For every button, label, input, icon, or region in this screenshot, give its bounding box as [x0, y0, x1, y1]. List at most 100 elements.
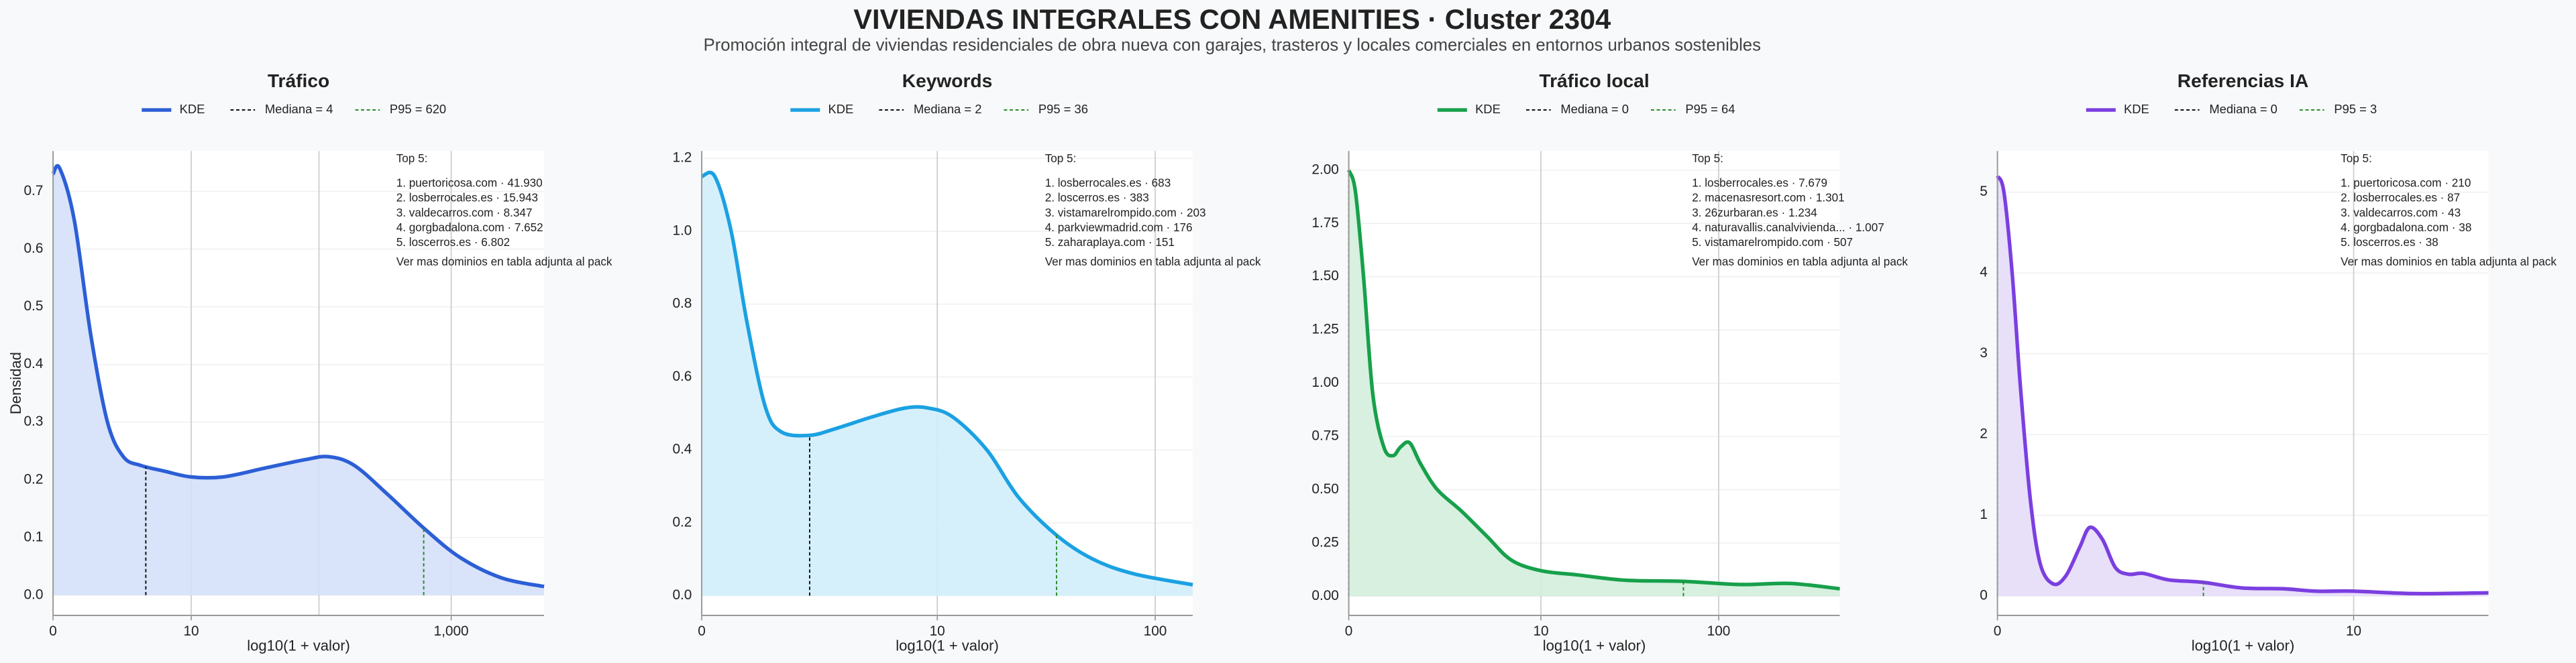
x-tick-label: 100 — [1707, 623, 1731, 639]
annotation-footer: Ver mas dominios en tabla adjunta al pac… — [1045, 255, 1261, 268]
x-tick-label: 10 — [2346, 623, 2361, 639]
legend-label: P95 = 620 — [390, 102, 446, 116]
legend-label: P95 = 3 — [2334, 102, 2377, 116]
annotation-item: 2. loscerros.es · 383 — [1045, 191, 1149, 204]
annotation-header: Top 5: — [1692, 152, 1723, 165]
y-tick-label: 0.4 — [672, 442, 692, 457]
legend-label: KDE — [1475, 102, 1501, 116]
annotation-item: 3. vistamarelrompido.com · 203 — [1045, 206, 1206, 219]
x-tick-label: 0 — [1994, 623, 2002, 639]
y-tick-label: 0.6 — [672, 369, 692, 384]
annotation-header: Top 5: — [2341, 152, 2372, 165]
legend-label: Mediana = 4 — [265, 102, 333, 116]
annotation-item: 2. losberrocales.es · 87 — [2341, 191, 2460, 204]
y-tick-label: 1.00 — [1311, 375, 1338, 390]
x-tick-label: 1,000 — [434, 623, 469, 639]
annotation-footer: Ver mas dominios en tabla adjunta al pac… — [1692, 255, 1908, 268]
y-tick-label: 0.8 — [672, 296, 692, 311]
y-tick-label: 0.1 — [23, 529, 43, 544]
kde-line — [701, 170, 1193, 587]
annotation-item: 2. losberrocales.es · 15.943 — [396, 191, 538, 204]
y-tick-label: 0 — [1980, 588, 1988, 603]
y-tick-label: 0.50 — [1311, 481, 1338, 497]
y-tick-label: 0.5 — [23, 298, 43, 314]
y-tick-label: 1.2 — [672, 150, 692, 166]
annotation-item: 5. zaharaplaya.com · 151 — [1045, 235, 1175, 249]
annotation-item: 1. losberrocales.es · 7.679 — [1692, 176, 1827, 190]
x-axis-label: log10(1 + valor) — [896, 637, 999, 654]
legend-label: Mediana = 2 — [914, 102, 982, 116]
kde-area — [53, 166, 545, 595]
y-tick-label: 1.0 — [672, 223, 692, 238]
y-tick-label: 4 — [1980, 265, 1988, 280]
y-tick-label: 0.25 — [1311, 534, 1338, 550]
y-tick-label: 2.00 — [1311, 162, 1338, 177]
y-tick-label: 3 — [1980, 345, 1988, 361]
y-axis-label: Densidad — [7, 352, 24, 414]
panel-title: Keywords — [902, 70, 993, 91]
annotation-item: 1. losberrocales.es · 683 — [1045, 176, 1171, 190]
y-tick-label: 0.75 — [1311, 428, 1338, 444]
y-tick-label: 1.25 — [1311, 322, 1338, 337]
legend-label: KDE — [828, 102, 854, 116]
x-tick-label: 10 — [183, 623, 199, 639]
main-title: VIVIENDAS INTEGRALES CON AMENITIES · Clu… — [853, 3, 1611, 35]
annotation-item: 1. puertoricosa.com · 41.930 — [396, 176, 543, 190]
annotation-item: 5. loscerros.es · 6.802 — [396, 235, 510, 249]
subtitle: Promoción integral de viviendas residenc… — [704, 36, 1761, 54]
y-tick-label: 2 — [1980, 426, 1988, 442]
x-axis-label: log10(1 + valor) — [1543, 637, 1646, 654]
annotation-footer: Ver mas dominios en tabla adjunta al pac… — [396, 255, 612, 268]
legend-label: Mediana = 0 — [2209, 102, 2277, 116]
y-tick-label: 0.0 — [672, 587, 692, 603]
annotation-item: 4. gorgbadalona.com · 7.652 — [396, 221, 543, 234]
x-axis-label: log10(1 + valor) — [2192, 637, 2295, 654]
y-tick-label: 0.6 — [23, 241, 43, 256]
plot-area — [1997, 151, 2489, 616]
panel-title: Referencias IA — [2178, 70, 2309, 91]
annotation-item: 3. 26zurbaran.es · 1.234 — [1692, 206, 1817, 219]
x-tick-label: 10 — [1533, 623, 1548, 639]
panel-title: Tráfico local — [1539, 70, 1649, 91]
annotation-item: 2. macenasresort.com · 1.301 — [1692, 191, 1844, 204]
x-tick-label: 0 — [1345, 623, 1353, 639]
annotation-item: 4. naturavallis.canalvivienda... · 1.007 — [1692, 221, 1884, 234]
x-axis-label: log10(1 + valor) — [247, 637, 350, 654]
x-tick-label: 10 — [930, 623, 945, 639]
legend-label: Mediana = 0 — [1560, 102, 1629, 116]
y-tick-label: 0.3 — [23, 414, 43, 429]
y-tick-label: 0.4 — [23, 356, 43, 371]
annotation-item: 5. vistamarelrompido.com · 507 — [1692, 235, 1853, 249]
kde-line — [51, 164, 545, 589]
y-tick-label: 5 — [1980, 184, 1988, 199]
legend-label: KDE — [180, 102, 205, 116]
y-tick-label: 0.7 — [23, 183, 43, 198]
legend-label: P95 = 36 — [1038, 102, 1088, 116]
y-tick-label: 1.50 — [1311, 268, 1338, 284]
panel-title: Tráfico — [268, 70, 329, 91]
kde-area — [1348, 170, 1840, 597]
y-tick-label: 0.2 — [23, 471, 43, 487]
annotation-item: 4. gorgbadalona.com · 38 — [2341, 221, 2471, 234]
y-tick-label: 0.00 — [1311, 588, 1338, 603]
kde-line — [1996, 175, 2489, 596]
y-tick-label: 1.75 — [1311, 215, 1338, 231]
kde-line — [1347, 169, 1840, 591]
annotation-footer: Ver mas dominios en tabla adjunta al pac… — [2341, 255, 2557, 268]
annotation-item: 3. valdecarros.com · 8.347 — [396, 206, 533, 219]
annotation-item: 3. valdecarros.com · 43 — [2341, 206, 2461, 219]
annotation-item: 1. puertoricosa.com · 210 — [2341, 176, 2471, 190]
y-tick-label: 0.2 — [672, 514, 692, 530]
x-tick-label: 0 — [49, 623, 57, 639]
x-tick-label: 100 — [1144, 623, 1167, 639]
x-tick-label: 0 — [698, 623, 706, 639]
annotation-item: 4. parkviewmadrid.com · 176 — [1045, 221, 1193, 234]
legend-label: P95 = 64 — [1685, 102, 1735, 116]
annotation-header: Top 5: — [396, 152, 428, 165]
legend-label: KDE — [2124, 102, 2149, 116]
y-tick-label: 0.0 — [23, 587, 43, 602]
kde-area — [702, 172, 1193, 596]
annotation-header: Top 5: — [1045, 152, 1077, 165]
